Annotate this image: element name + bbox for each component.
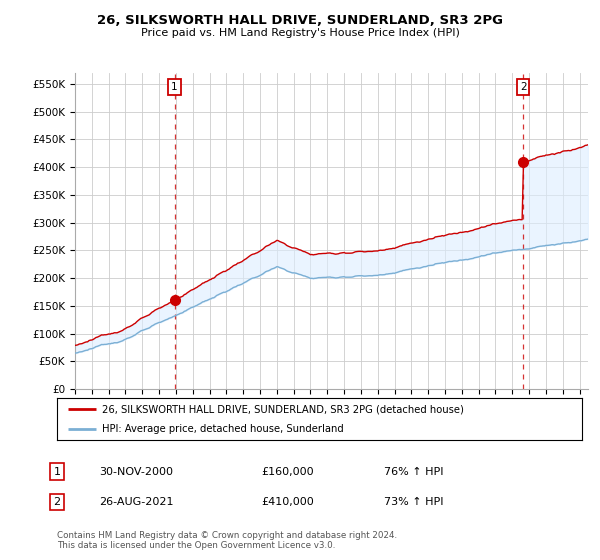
Text: £160,000: £160,000 <box>261 466 314 477</box>
Text: 26, SILKSWORTH HALL DRIVE, SUNDERLAND, SR3 2PG (detached house): 26, SILKSWORTH HALL DRIVE, SUNDERLAND, S… <box>101 404 464 414</box>
Text: 2: 2 <box>520 82 526 92</box>
Text: 73% ↑ HPI: 73% ↑ HPI <box>384 497 443 507</box>
Text: 26-AUG-2021: 26-AUG-2021 <box>99 497 173 507</box>
Text: 2: 2 <box>53 497 61 507</box>
Text: £410,000: £410,000 <box>261 497 314 507</box>
Text: Contains HM Land Registry data © Crown copyright and database right 2024.
This d: Contains HM Land Registry data © Crown c… <box>57 531 397 550</box>
Text: 30-NOV-2000: 30-NOV-2000 <box>99 466 173 477</box>
Text: HPI: Average price, detached house, Sunderland: HPI: Average price, detached house, Sund… <box>101 424 343 433</box>
Text: 26, SILKSWORTH HALL DRIVE, SUNDERLAND, SR3 2PG: 26, SILKSWORTH HALL DRIVE, SUNDERLAND, S… <box>97 14 503 27</box>
Text: Price paid vs. HM Land Registry's House Price Index (HPI): Price paid vs. HM Land Registry's House … <box>140 28 460 38</box>
Text: 76% ↑ HPI: 76% ↑ HPI <box>384 466 443 477</box>
Text: 1: 1 <box>171 82 178 92</box>
Text: 1: 1 <box>53 466 61 477</box>
